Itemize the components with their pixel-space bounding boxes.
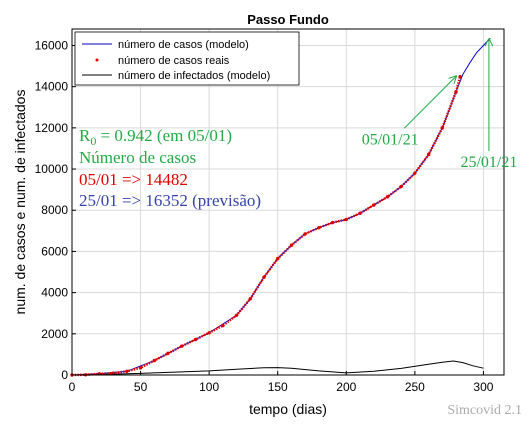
annotations: 05/01/21 25/01/21 bbox=[362, 39, 517, 171]
y-tick-label: 6000 bbox=[41, 244, 68, 258]
annotation-arrow bbox=[403, 76, 456, 129]
legend-label-real-cases: número de casos reais bbox=[118, 55, 230, 67]
annotation-label: 25/01/21 bbox=[460, 154, 517, 171]
real-cases-line bbox=[71, 76, 462, 377]
x-tick-label: 50 bbox=[134, 380, 148, 394]
plot-frame bbox=[71, 28, 505, 376]
r0-value: = 0.942 (em 05/01) bbox=[96, 126, 232, 145]
legend-swatch-real-cases bbox=[95, 58, 99, 62]
y-tick-label: 2000 bbox=[41, 327, 68, 341]
grid bbox=[71, 29, 504, 376]
y-tick-label: 0 bbox=[61, 368, 68, 382]
legend: número de casos (modelo) número de casos… bbox=[74, 31, 300, 86]
x-tick-label: 200 bbox=[336, 380, 356, 394]
r0-line: R0 = 0.942 (em 05/01) bbox=[79, 126, 232, 148]
legend-box bbox=[74, 31, 300, 86]
info-block: R0 = 0.942 (em 05/01) Número de casos 05… bbox=[79, 126, 261, 210]
r0-subscript: 0 bbox=[90, 134, 96, 148]
y-tick-label: 10000 bbox=[35, 162, 69, 176]
chart-title: Passo Fundo bbox=[247, 12, 329, 27]
y-axis-label: num. de casos e num. de infectados bbox=[12, 90, 28, 315]
cases-forecast-line: 25/01 => 16352 (previsão) bbox=[79, 191, 261, 210]
y-tick-label: 4000 bbox=[41, 286, 68, 300]
y-tick-label: 8000 bbox=[41, 203, 68, 217]
series-layer bbox=[70, 37, 491, 377]
x-tick-label: 0 bbox=[69, 380, 76, 394]
y-tick-label: 16000 bbox=[35, 38, 69, 52]
x-tick-label: 100 bbox=[199, 380, 219, 394]
x-tick-label: 150 bbox=[268, 380, 288, 394]
legend-label-infected: número de infectados (modelo) bbox=[118, 70, 270, 82]
cases-real-line: 05/01 => 14482 bbox=[79, 170, 188, 189]
axis-ticks: 0 50 100 150 200 250 300 0 2000 4000 6000 8000 10000… bbox=[35, 38, 494, 394]
legend-label-model-cases: número de casos (modelo) bbox=[118, 39, 249, 51]
watermark: Simcovid 2.1 bbox=[447, 403, 522, 418]
r0-symbol: R bbox=[79, 126, 91, 145]
annotation-label: 05/01/21 bbox=[362, 131, 419, 148]
x-tick-label: 250 bbox=[405, 380, 425, 394]
x-axis-label: tempo (dias) bbox=[249, 401, 327, 417]
x-tick-label: 300 bbox=[473, 380, 493, 394]
y-tick-label: 12000 bbox=[35, 121, 69, 135]
y-tick-label: 14000 bbox=[35, 80, 69, 94]
infected-model-line bbox=[71, 360, 484, 376]
cases-title: Número de casos bbox=[79, 148, 196, 167]
